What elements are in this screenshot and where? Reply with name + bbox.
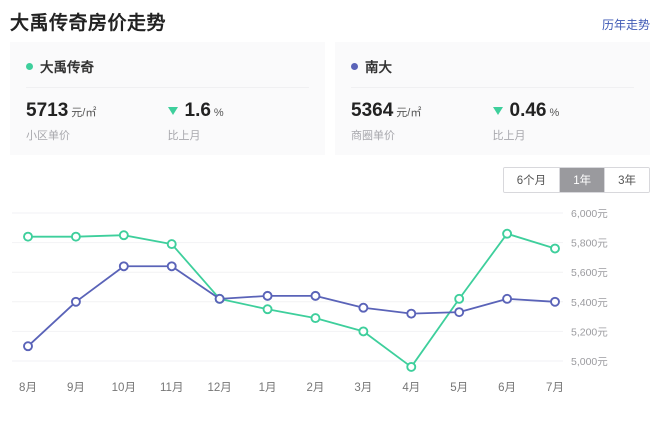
summary-cards: 大禹传奇 5713 元/㎡ 小区单价 1.6 % 比上月 [0, 34, 660, 155]
unit-price-value: 5364 [351, 100, 394, 121]
card-title-community: 大禹传奇 [40, 60, 94, 75]
card-header-community: 大禹传奇 [26, 56, 309, 88]
metric-main-value: 5364 元/㎡ [351, 100, 493, 122]
x-axis-tick-label: 12月 [207, 382, 231, 394]
history-trend-link[interactable]: 历年走势 [601, 18, 650, 32]
chart-data-point[interactable] [358, 326, 369, 337]
arrow-down-icon [492, 107, 503, 115]
chart-series-line [27, 265, 556, 348]
chart-canvas: 6,000元 5,800元 5,600元 5,400元 5,200元 5,000元 8月 9月… [12, 208, 608, 394]
chart-data-point[interactable] [454, 307, 465, 318]
y-axis-tick-label: 6,000元 [571, 208, 608, 220]
tab-6-months[interactable]: 6个月 [503, 168, 561, 192]
y-axis-tick-label: 5,200元 [571, 326, 608, 338]
card-body-community: 5713 元/㎡ 小区单价 1.6 % 比上月 [26, 88, 309, 143]
x-axis-tick-label: 7月 [546, 382, 564, 394]
change-label: 比上月 [492, 130, 526, 142]
card-body-district: 5364 元/㎡ 商圈单价 0.46 % 比上月 [351, 88, 634, 143]
card-header-district: 南大 [351, 56, 634, 88]
change-label: 比上月 [167, 130, 201, 142]
summary-card-community: 大禹传奇 5713 元/㎡ 小区单价 1.6 % 比上月 [10, 42, 325, 155]
unit-price-label: 商圈单价 [351, 130, 395, 142]
metric-change-community: 1.6 % 比上月 [167, 100, 310, 143]
percent-symbol: % [549, 107, 560, 119]
chart-data-point[interactable] [502, 293, 513, 304]
chart-data-point[interactable] [70, 296, 81, 307]
x-axis-tick-label: 1月 [259, 382, 277, 394]
x-axis-tick-label: 6月 [498, 382, 516, 394]
chart-data-point[interactable] [118, 230, 129, 241]
chart-data-point[interactable] [502, 228, 513, 239]
chart-data-point[interactable] [310, 290, 321, 301]
chart-data-point[interactable] [70, 231, 81, 242]
series-color-dot-icon [26, 62, 33, 70]
chart-data-point[interactable] [358, 302, 369, 313]
chart-data-point[interactable] [262, 290, 273, 301]
card-title-district: 南大 [365, 60, 392, 75]
metric-change-district: 0.46 % 比上月 [492, 100, 635, 143]
chart-data-point[interactable] [262, 304, 273, 315]
price-trend-chart: 6,000元 5,800元 5,600元 5,400元 5,200元 5,000元 8月 9月… [0, 201, 660, 401]
unit-price-label: 小区单价 [26, 130, 70, 142]
metric-unit-price-district: 5364 元/㎡ 商圈单价 [351, 100, 493, 143]
y-axis-tick-label: 5,400元 [571, 297, 608, 309]
tab-1-year[interactable]: 1年 [560, 168, 606, 192]
change-value: 1.6 [184, 100, 211, 121]
x-axis-tick-label: 9月 [67, 382, 85, 394]
metric-change-row: 0.46 % [492, 100, 635, 122]
chart-data-point[interactable] [166, 239, 177, 250]
tab-3-years[interactable]: 3年 [605, 168, 649, 192]
x-axis-tick-label: 2月 [307, 382, 325, 394]
unit-price-unit: 元/㎡ [71, 107, 97, 119]
metric-main-value: 5713 元/㎡ [26, 100, 168, 122]
change-value: 0.46 [509, 100, 547, 121]
page-header: 大禹传奇房价走势 历年走势 [0, 0, 660, 34]
chart-data-point[interactable] [23, 341, 33, 352]
metric-change-row: 1.6 % [167, 100, 310, 122]
chart-data-point[interactable] [310, 313, 321, 324]
y-axis-tick-label: 5,600元 [571, 267, 608, 279]
range-tabs-row: 6个月 1年 3年 [0, 155, 660, 193]
unit-price-value: 5713 [26, 100, 69, 121]
chart-data-point[interactable] [550, 243, 560, 254]
x-axis-tick-label: 5月 [450, 382, 468, 394]
chart-data-point[interactable] [454, 293, 465, 304]
x-axis-tick-label: 4月 [402, 382, 420, 394]
summary-card-district: 南大 5364 元/㎡ 商圈单价 0.46 % 比上月 [335, 42, 650, 155]
series-color-dot-icon [351, 62, 358, 70]
y-axis-tick-label: 5,800元 [571, 238, 608, 250]
chart-data-point[interactable] [406, 361, 417, 372]
chart-series-line [27, 232, 556, 368]
chart-data-point[interactable] [23, 231, 33, 242]
range-tabs: 6个月 1年 3年 [502, 167, 650, 193]
percent-symbol: % [213, 107, 224, 119]
x-axis-tick-label: 3月 [354, 382, 372, 394]
metric-unit-price-community: 5713 元/㎡ 小区单价 [26, 100, 168, 143]
chart-data-point[interactable] [406, 308, 417, 319]
page-title: 大禹传奇房价走势 [10, 13, 167, 34]
chart-data-point[interactable] [166, 261, 177, 272]
chart-data-point[interactable] [550, 296, 560, 307]
x-axis-tick-label: 11月 [160, 382, 183, 394]
chart-data-point[interactable] [214, 293, 225, 304]
arrow-down-icon [167, 107, 178, 115]
y-axis-tick-label: 5,000元 [571, 356, 608, 368]
chart-data-point[interactable] [118, 261, 129, 272]
unit-price-unit: 元/㎡ [396, 107, 422, 119]
x-axis-tick-label: 10月 [112, 382, 136, 394]
x-axis-tick-label: 8月 [19, 382, 37, 394]
